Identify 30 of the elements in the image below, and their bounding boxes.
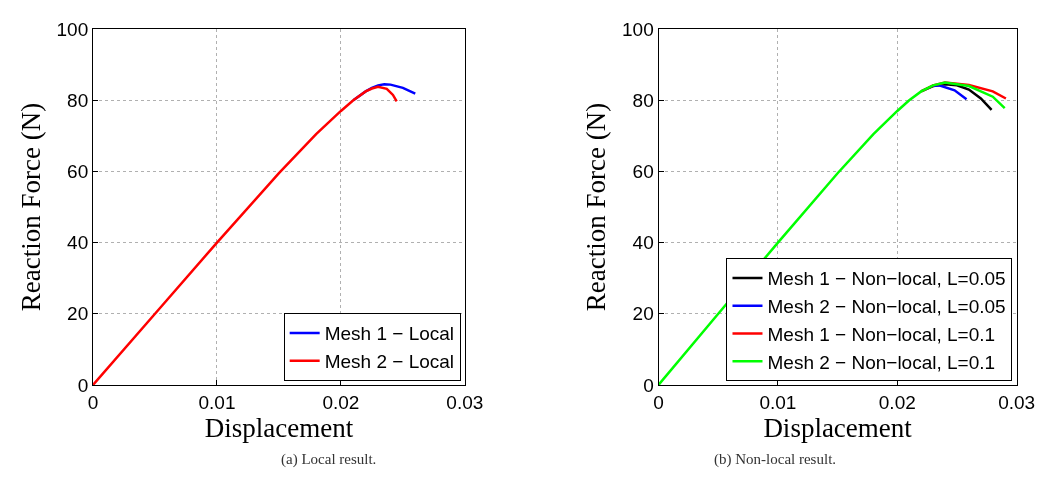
x-axis-title: Displacement — [763, 412, 913, 443]
y-tick-label: 40 — [632, 232, 654, 254]
y-tick-label: 100 — [622, 18, 654, 40]
text: (b) Non-local result. — [714, 451, 837, 468]
y-tick-label: 40 — [67, 232, 89, 254]
x-tick-label: 0.01 — [759, 391, 797, 413]
y-tick-label: 100 — [56, 18, 89, 40]
legend-label: Mesh 1 − Non−local, L=0.1 — [767, 323, 996, 345]
y-tick-label: 60 — [632, 161, 654, 183]
x-axis-title: Displacement — [204, 412, 354, 443]
text: (a) Local result. — [281, 451, 377, 468]
legend-label: Mesh 1 − Local — [324, 323, 455, 345]
x-tick-label: 0.03 — [998, 391, 1036, 413]
y-tick-label: 80 — [67, 89, 89, 111]
x-tick-label: 0.02 — [322, 391, 360, 413]
y-tick-label: 60 — [67, 161, 89, 183]
y-tick-label: 80 — [632, 89, 654, 111]
x-tick-label: 0.01 — [198, 391, 236, 413]
x-tick-label: 0.03 — [446, 391, 484, 413]
y-axis-title: Reaction Force (N) — [15, 102, 46, 312]
legend-label: Mesh 1 − Non−local, L=0.05 — [767, 268, 1006, 290]
y-axis-title: Reaction Force (N) — [581, 102, 612, 312]
legend-label: Mesh 2 − Non−local, L=0.05 — [767, 296, 1006, 318]
y-tick-label: 0 — [643, 374, 654, 396]
y-tick-label: 0 — [77, 374, 89, 396]
y-tick-label: 20 — [67, 303, 89, 325]
y-tick-label: 20 — [632, 303, 654, 325]
x-tick-label: 0.02 — [878, 391, 916, 413]
legend-label: Mesh 2 − Local — [324, 351, 455, 373]
legend-label: Mesh 2 − Non−local, L=0.1 — [767, 351, 996, 373]
